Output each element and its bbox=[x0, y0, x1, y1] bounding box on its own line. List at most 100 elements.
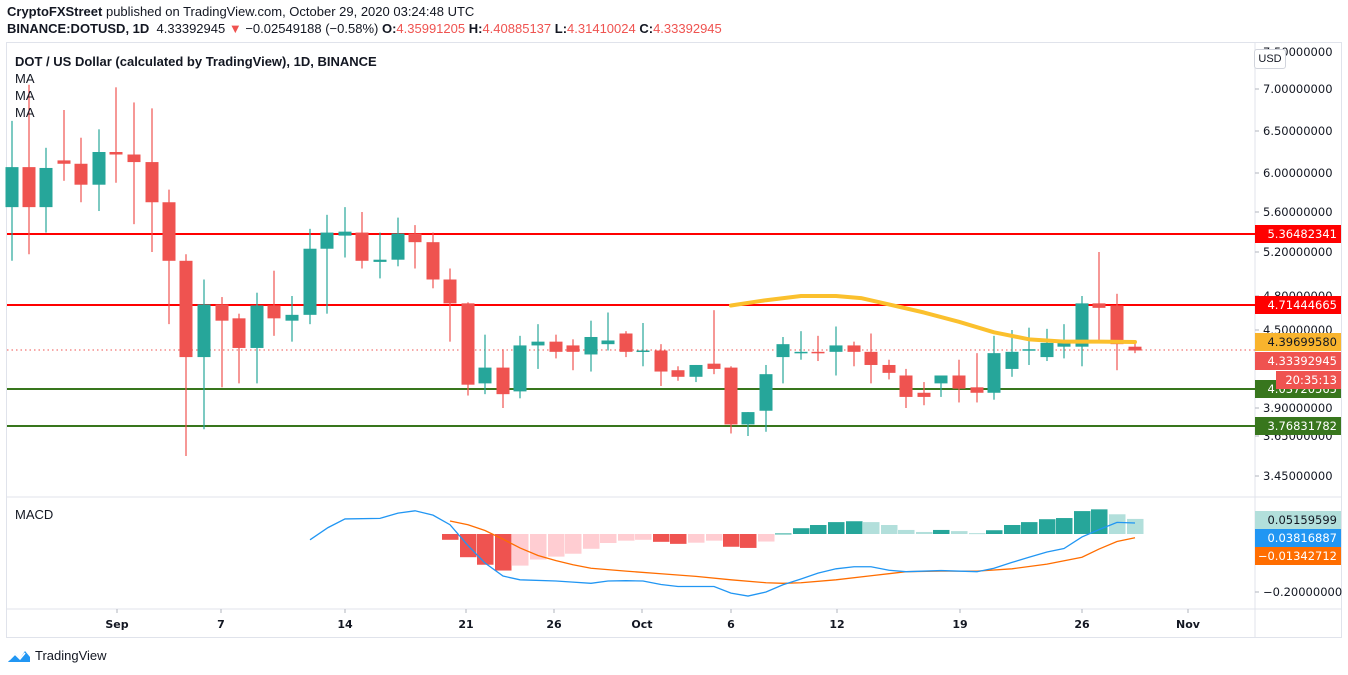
candle-bullish[interactable] bbox=[92, 129, 106, 212]
macd-histogram-bar[interactable] bbox=[635, 534, 652, 540]
legend-indicator-ma-1[interactable]: MA bbox=[15, 71, 35, 86]
macd-histogram-bar[interactable] bbox=[442, 534, 459, 540]
candle-bullish[interactable] bbox=[39, 147, 53, 233]
candle-bullish[interactable] bbox=[584, 320, 598, 372]
macd-histogram-bar[interactable] bbox=[1109, 514, 1126, 534]
candle-bearish[interactable] bbox=[899, 368, 913, 408]
currency-button[interactable]: USD bbox=[1254, 49, 1286, 69]
macd-histogram-bar[interactable] bbox=[670, 534, 687, 544]
macd-histogram-bar[interactable] bbox=[1021, 522, 1038, 534]
candle-bearish[interactable] bbox=[22, 84, 36, 255]
candle-bullish[interactable] bbox=[320, 214, 334, 314]
candle-bearish[interactable] bbox=[619, 331, 633, 358]
candle-bearish[interactable] bbox=[952, 359, 966, 403]
macd-histogram-bar[interactable] bbox=[775, 533, 792, 535]
candle-bearish[interactable] bbox=[864, 333, 878, 384]
candle-bullish[interactable] bbox=[636, 323, 650, 367]
candle-bearish[interactable] bbox=[970, 353, 984, 403]
candle-bullish[interactable] bbox=[601, 312, 615, 351]
candle-bearish[interactable] bbox=[232, 313, 246, 384]
candle-bearish[interactable] bbox=[461, 302, 475, 396]
candle-bearish[interactable] bbox=[917, 382, 931, 406]
candle-bearish[interactable] bbox=[408, 225, 422, 269]
candle-bullish[interactable] bbox=[303, 228, 317, 325]
moving-average-line[interactable] bbox=[729, 294, 1137, 344]
candle-bullish[interactable] bbox=[285, 296, 299, 342]
candle-bullish[interactable] bbox=[391, 217, 405, 267]
candle-bullish[interactable] bbox=[1040, 328, 1054, 362]
candle-bearish[interactable] bbox=[162, 189, 176, 325]
macd-histogram-bar[interactable] bbox=[1056, 518, 1073, 534]
candle-bearish[interactable] bbox=[355, 212, 369, 269]
macd-histogram-bar[interactable] bbox=[916, 531, 933, 534]
macd-histogram-bar[interactable] bbox=[828, 522, 845, 534]
candle-bearish[interactable] bbox=[1092, 252, 1106, 342]
macd-histogram-bar[interactable] bbox=[846, 521, 863, 534]
macd-histogram-bar[interactable] bbox=[1039, 519, 1056, 534]
candle-bullish[interactable] bbox=[741, 412, 755, 436]
candle-bearish[interactable] bbox=[811, 335, 825, 362]
macd-histogram-bar[interactable] bbox=[898, 529, 915, 534]
candle-bearish[interactable] bbox=[215, 297, 229, 388]
candle-bearish[interactable] bbox=[109, 87, 123, 183]
candle-bullish[interactable] bbox=[689, 364, 703, 383]
macd-histogram-bar[interactable] bbox=[933, 529, 950, 534]
macd-histogram-bar[interactable] bbox=[1091, 509, 1108, 534]
macd-histogram-bar[interactable] bbox=[1127, 518, 1144, 534]
candle-bearish[interactable] bbox=[847, 341, 861, 367]
candle-bearish[interactable] bbox=[496, 349, 510, 408]
candle-bearish[interactable] bbox=[267, 270, 281, 336]
macd-histogram-bar[interactable] bbox=[881, 525, 898, 534]
candle-bullish[interactable] bbox=[338, 207, 352, 258]
candle-bearish[interactable] bbox=[74, 137, 88, 203]
macd-histogram-bar[interactable] bbox=[758, 534, 775, 542]
candle-bullish[interactable] bbox=[829, 326, 843, 376]
candle-bearish[interactable] bbox=[426, 232, 440, 289]
macd-line[interactable] bbox=[309, 510, 1136, 597]
macd-histogram-bar[interactable] bbox=[1004, 525, 1021, 534]
candle-bearish[interactable] bbox=[1110, 293, 1124, 371]
macd-histogram-bar[interactable] bbox=[688, 534, 705, 543]
candle-bullish[interactable] bbox=[759, 364, 773, 432]
candle-bullish[interactable] bbox=[478, 334, 492, 395]
candle-bullish[interactable] bbox=[197, 279, 211, 430]
macd-histogram-bar[interactable] bbox=[951, 531, 968, 534]
candle-bullish[interactable] bbox=[5, 120, 19, 261]
legend-indicator-ma-2[interactable]: MA bbox=[15, 88, 35, 103]
macd-legend[interactable]: MACD bbox=[15, 507, 54, 522]
macd-histogram-bar[interactable] bbox=[618, 534, 635, 541]
candle-bearish[interactable] bbox=[57, 110, 71, 181]
candle-bearish[interactable] bbox=[127, 102, 141, 225]
candle-bearish[interactable] bbox=[707, 310, 721, 375]
candle-bullish[interactable] bbox=[531, 324, 545, 369]
macd-histogram-bar[interactable] bbox=[740, 534, 757, 548]
candle-bearish[interactable] bbox=[671, 366, 685, 381]
macd-histogram-bar[interactable] bbox=[583, 534, 600, 549]
candle-bullish[interactable] bbox=[373, 232, 387, 279]
macd-histogram-bar[interactable] bbox=[548, 534, 565, 557]
candle-bullish[interactable] bbox=[1075, 296, 1089, 367]
candle-bearish[interactable] bbox=[145, 108, 159, 252]
macd-histogram-bar[interactable] bbox=[986, 530, 1003, 534]
candle-bearish[interactable] bbox=[443, 268, 457, 342]
macd-histogram-bar[interactable] bbox=[495, 534, 512, 571]
candle-bearish[interactable] bbox=[566, 339, 580, 371]
macd-histogram-bar[interactable] bbox=[565, 534, 582, 554]
candle-bearish[interactable] bbox=[882, 359, 896, 380]
macd-histogram-bar[interactable] bbox=[969, 533, 986, 535]
macd-histogram-bar[interactable] bbox=[793, 528, 810, 534]
macd-histogram-bar[interactable] bbox=[706, 534, 723, 541]
candle-bullish[interactable] bbox=[1022, 327, 1036, 365]
macd-histogram-bar[interactable] bbox=[512, 534, 529, 566]
candle-bullish[interactable] bbox=[776, 336, 790, 384]
macd-signal-line[interactable] bbox=[449, 520, 1136, 584]
macd-histogram-bar[interactable] bbox=[653, 534, 670, 542]
macd-histogram-bar[interactable] bbox=[1074, 511, 1091, 534]
candle-bullish[interactable] bbox=[250, 292, 264, 384]
macd-histogram-bar[interactable] bbox=[810, 525, 827, 534]
macd-histogram-bar[interactable] bbox=[477, 534, 494, 565]
macd-histogram-bar[interactable] bbox=[600, 534, 617, 543]
macd-histogram-bar[interactable] bbox=[863, 522, 880, 534]
candle-bearish[interactable] bbox=[724, 366, 738, 434]
